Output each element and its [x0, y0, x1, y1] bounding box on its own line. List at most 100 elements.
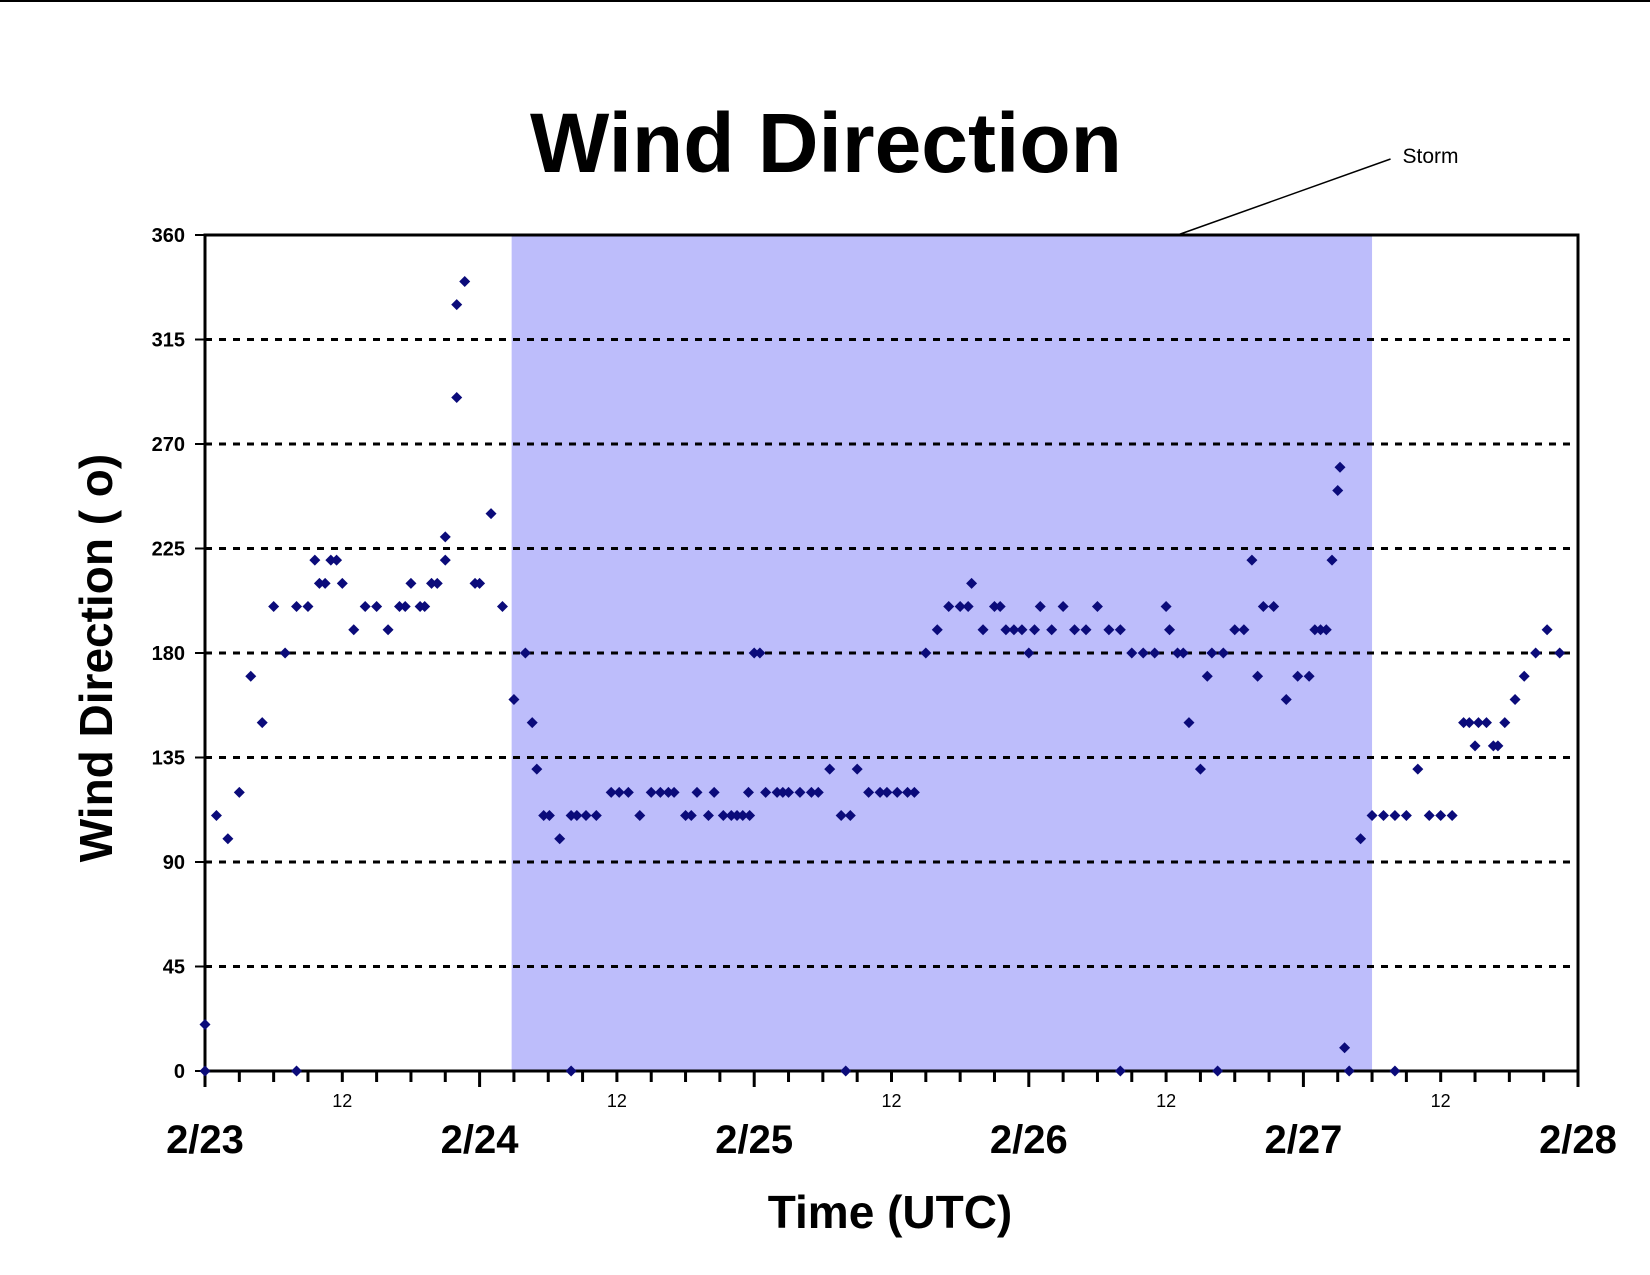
data-point — [685, 810, 697, 822]
data-point — [1343, 1065, 1355, 1077]
data-point — [1206, 647, 1218, 659]
data-point — [737, 810, 749, 822]
data-point — [1400, 810, 1412, 822]
data-point — [1114, 624, 1126, 636]
data-point — [1315, 624, 1327, 636]
data-point — [1201, 670, 1213, 682]
data-point — [405, 577, 417, 589]
data-point — [565, 810, 577, 822]
x-date-tick-label: 2/27 — [1264, 1118, 1342, 1162]
data-point — [891, 786, 903, 798]
data-point — [245, 670, 257, 682]
x-hour-tick-label: 12 — [1156, 1091, 1176, 1111]
data-point — [1554, 647, 1566, 659]
data-point — [439, 531, 451, 543]
data-point — [1332, 484, 1344, 496]
data-point — [268, 601, 280, 613]
data-point — [902, 786, 914, 798]
x-hour-tick-label: 12 — [332, 1091, 352, 1111]
y-tick-label: 0 — [174, 1061, 185, 1083]
data-point — [1303, 670, 1315, 682]
data-point — [1008, 624, 1020, 636]
data-point — [1029, 624, 1041, 636]
data-point — [319, 577, 331, 589]
data-point — [931, 624, 943, 636]
data-point — [543, 810, 555, 822]
data-point — [302, 601, 314, 613]
data-point — [291, 601, 303, 613]
data-point — [1339, 1042, 1351, 1054]
data-point — [702, 810, 714, 822]
y-tick-label: 135 — [152, 748, 185, 770]
data-point — [994, 601, 1006, 613]
data-point — [210, 810, 222, 822]
data-point — [1518, 670, 1530, 682]
data-point — [1183, 717, 1195, 729]
data-point — [1172, 647, 1184, 659]
data-point — [1463, 717, 1475, 729]
data-point — [382, 624, 394, 636]
data-point — [459, 275, 471, 287]
data-point — [874, 786, 886, 798]
gridlines — [205, 338, 1578, 968]
data-point — [1541, 624, 1553, 636]
data-point — [359, 601, 371, 613]
data-point — [519, 647, 531, 659]
x-hour-tick-label: 12 — [881, 1091, 901, 1111]
data-point — [571, 810, 583, 822]
storm-annotation: Storm — [1177, 145, 1459, 236]
data-point — [279, 647, 291, 659]
data-point — [954, 601, 966, 613]
data-point — [580, 810, 592, 822]
data-point — [485, 508, 497, 520]
data-point — [508, 693, 520, 705]
data-point — [590, 810, 602, 822]
y-tick-label: 270 — [152, 434, 185, 456]
data-point — [1530, 647, 1542, 659]
y-axis-title: Wind Direction ( o) — [70, 454, 122, 862]
data-point — [451, 392, 463, 404]
storm-annotation-label: Storm — [1403, 145, 1459, 168]
data-point — [1389, 1065, 1401, 1077]
y-tick-label: 180 — [152, 643, 185, 665]
data-point — [1164, 624, 1176, 636]
data-point — [794, 786, 806, 798]
data-point — [977, 624, 989, 636]
data-point — [1499, 717, 1511, 729]
data-point — [742, 786, 754, 798]
data-point — [1355, 833, 1367, 845]
data-point — [760, 786, 772, 798]
data-point — [331, 554, 343, 566]
data-point — [1458, 717, 1470, 729]
data-point — [748, 647, 760, 659]
data-point — [668, 786, 680, 798]
data-point — [654, 786, 666, 798]
data-point — [199, 1019, 211, 1031]
y-tick-label: 225 — [152, 539, 185, 561]
data-point — [1435, 810, 1447, 822]
data-point — [394, 601, 406, 613]
x-axis-title: Time (UTC) — [768, 1186, 1013, 1238]
data-point — [1238, 624, 1250, 636]
data-point — [1280, 693, 1292, 705]
data-point — [805, 786, 817, 798]
data-point — [199, 1065, 211, 1077]
data-point — [1057, 601, 1069, 613]
data-point — [1114, 1065, 1126, 1077]
y-tick-label: 360 — [152, 225, 185, 247]
data-point — [1469, 740, 1481, 752]
data-point — [1326, 554, 1338, 566]
data-point — [881, 786, 893, 798]
data-point — [496, 601, 508, 613]
data-point — [426, 577, 438, 589]
x-date-tick-label: 2/28 — [1539, 1118, 1617, 1162]
data-point — [835, 810, 847, 822]
data-point — [605, 786, 617, 798]
data-point — [691, 786, 703, 798]
data-point — [439, 554, 451, 566]
data-point — [1126, 647, 1138, 659]
data-point — [1194, 763, 1206, 775]
data-point — [783, 786, 795, 798]
data-point — [717, 810, 729, 822]
